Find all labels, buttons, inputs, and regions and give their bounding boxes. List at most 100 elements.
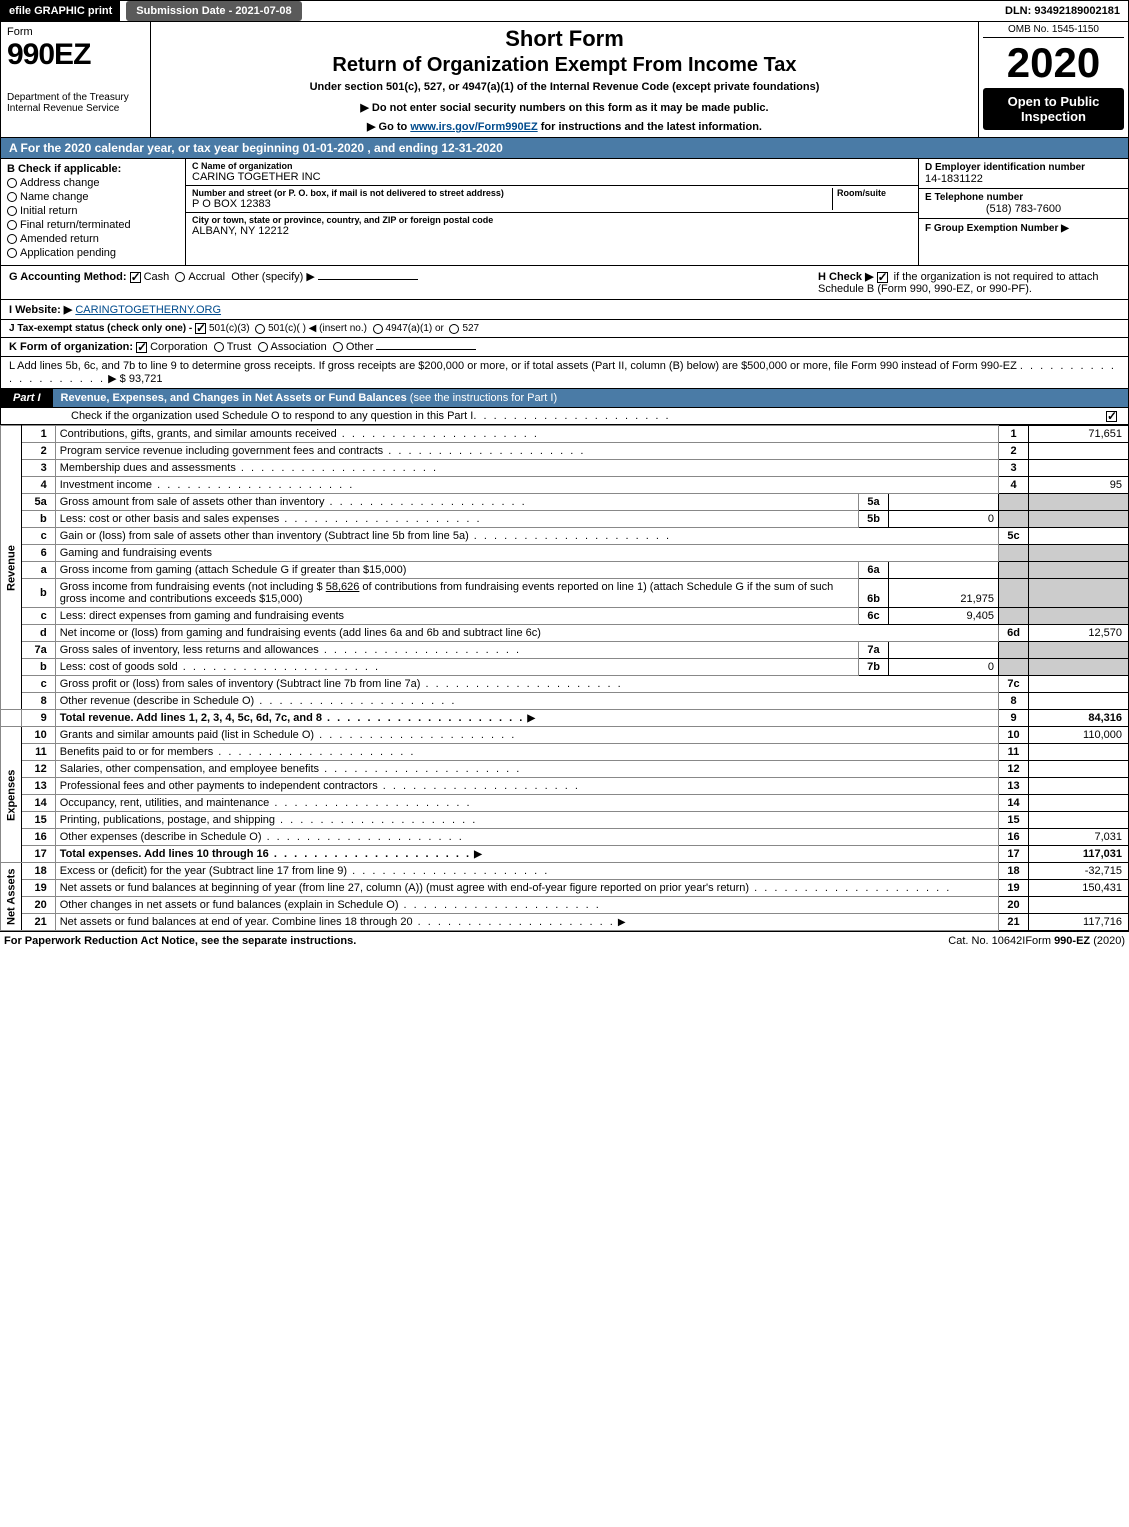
application-pending-radio[interactable] xyxy=(7,248,17,258)
accrual-radio[interactable] xyxy=(175,272,185,282)
corporation-checkbox[interactable] xyxy=(136,342,147,353)
line-num: 12 xyxy=(22,761,56,778)
line-desc: Net income or (loss) from gaming and fun… xyxy=(60,627,541,639)
part-1-sub: Check if the organization used Schedule … xyxy=(0,408,1129,425)
line-desc: Net assets or fund balances at end of ye… xyxy=(60,916,413,928)
line-desc: Occupancy, rent, utilities, and maintena… xyxy=(60,797,270,809)
table-row: 8 Other revenue (describe in Schedule O)… xyxy=(1,693,1129,710)
table-row: 2 Program service revenue including gove… xyxy=(1,443,1129,460)
arrow-icon: ▶ xyxy=(527,713,535,724)
address-change-radio[interactable] xyxy=(7,178,17,188)
accounting-method-label: G Accounting Method: xyxy=(9,271,127,283)
line-desc: Total revenue. Add lines 1, 2, 3, 4, 5c,… xyxy=(60,712,322,724)
irs-link[interactable]: www.irs.gov/Form990EZ xyxy=(410,121,537,133)
part-1-sub-text: Check if the organization used Schedule … xyxy=(71,410,473,422)
table-row: 19 Net assets or fund balances at beginn… xyxy=(1,880,1129,897)
part-1-title: Revenue, Expenses, and Changes in Net As… xyxy=(53,389,1128,407)
table-row: c Less: direct expenses from gaming and … xyxy=(1,608,1129,625)
line-desc: Less: cost or other basis and sales expe… xyxy=(60,513,280,525)
trust-label: Trust xyxy=(227,341,252,353)
shaded-cell xyxy=(999,608,1029,625)
line-desc: Benefits paid to or for members xyxy=(60,746,213,758)
efile-print-label[interactable]: efile GRAPHIC print xyxy=(1,1,120,21)
line-num: 3 xyxy=(22,460,56,477)
amended-return-radio[interactable] xyxy=(7,234,17,244)
line-num: 13 xyxy=(22,778,56,795)
empty-side xyxy=(1,710,22,727)
omb-number: OMB No. 1545-1150 xyxy=(983,24,1124,38)
entity-info-block: B Check if applicable: Address change Na… xyxy=(0,159,1129,266)
schedule-b-checkbox[interactable] xyxy=(877,272,888,283)
other-method-input[interactable] xyxy=(318,279,418,280)
note2-prefix: ▶ Go to xyxy=(367,121,410,133)
footer-form-bold: 990-EZ xyxy=(1054,935,1090,947)
501c3-checkbox[interactable] xyxy=(195,323,206,334)
line-desc: Professional fees and other payments to … xyxy=(60,780,378,792)
final-return-radio[interactable] xyxy=(7,220,17,230)
line-num: c xyxy=(22,676,56,693)
schedule-o-checkbox[interactable] xyxy=(1106,411,1117,422)
association-radio[interactable] xyxy=(258,342,268,352)
col-val: 95 xyxy=(1029,477,1129,494)
col-num: 9 xyxy=(999,710,1029,727)
table-row: 5a Gross amount from sale of assets othe… xyxy=(1,494,1129,511)
col-num: 13 xyxy=(999,778,1029,795)
box-num: 6b xyxy=(859,579,889,608)
527-label: 527 xyxy=(462,323,479,334)
opt-amended-return: Amended return xyxy=(20,233,99,245)
name-change-radio[interactable] xyxy=(7,192,17,202)
section-h-label: H Check ▶ xyxy=(818,271,874,283)
city-value: ALBANY, NY 12212 xyxy=(192,225,912,237)
col-num: 16 xyxy=(999,829,1029,846)
col-val xyxy=(1029,460,1129,477)
part-1-header: Part I Revenue, Expenses, and Changes in… xyxy=(0,389,1129,408)
box-num: 5b xyxy=(859,511,889,528)
table-row: 17 Total expenses. Add lines 10 through … xyxy=(1,846,1129,863)
line-desc: Other changes in net assets or fund bala… xyxy=(60,899,399,911)
shaded-cell xyxy=(999,579,1029,608)
501c-radio[interactable] xyxy=(255,324,265,334)
page-footer: For Paperwork Reduction Act Notice, see … xyxy=(0,931,1129,950)
header-right: OMB No. 1545-1150 2020 Open to Public In… xyxy=(978,22,1128,137)
sections-def: D Employer identification number 14-1831… xyxy=(918,159,1128,265)
other-org-input[interactable] xyxy=(376,349,476,350)
short-form-title: Short Form xyxy=(161,26,968,52)
header-left: Form 990EZ Department of the Treasury In… xyxy=(1,22,151,137)
part-1-title-bold: Revenue, Expenses, and Changes in Net As… xyxy=(61,392,407,404)
line-num: 7a xyxy=(22,642,56,659)
form-number: 990EZ xyxy=(7,38,144,72)
other-org-radio[interactable] xyxy=(333,342,343,352)
box-num: 6a xyxy=(859,562,889,579)
dln-label: DLN: 93492189002181 xyxy=(997,1,1128,21)
col-val xyxy=(1029,795,1129,812)
initial-return-radio[interactable] xyxy=(7,206,17,216)
col-num: 17 xyxy=(999,846,1029,863)
website-link[interactable]: CARINGTOGETHERNY.ORG xyxy=(75,304,221,316)
527-radio[interactable] xyxy=(449,324,459,334)
col-val: 7,031 xyxy=(1029,829,1129,846)
col-num: 5c xyxy=(999,528,1029,545)
line-num: 9 xyxy=(22,710,56,727)
col-val: 110,000 xyxy=(1029,727,1129,744)
org-name-label: C Name of organization xyxy=(192,161,912,171)
opt-name-change: Name change xyxy=(20,191,89,203)
box-num: 7b xyxy=(859,659,889,676)
col-val xyxy=(1029,761,1129,778)
line-num: c xyxy=(22,528,56,545)
line-num: a xyxy=(22,562,56,579)
dept-treasury: Department of the Treasury xyxy=(7,92,144,103)
table-row: Expenses 10 Grants and similar amounts p… xyxy=(1,727,1129,744)
line-desc: Investment income xyxy=(60,479,152,491)
cash-checkbox[interactable] xyxy=(130,272,141,283)
col-num: 10 xyxy=(999,727,1029,744)
trust-radio[interactable] xyxy=(214,342,224,352)
line-num: 19 xyxy=(22,880,56,897)
section-l: L Add lines 5b, 6c, and 7b to line 9 to … xyxy=(0,357,1129,389)
table-row: 14 Occupancy, rent, utilities, and maint… xyxy=(1,795,1129,812)
line-desc: Net assets or fund balances at beginning… xyxy=(60,882,749,894)
4947-radio[interactable] xyxy=(373,324,383,334)
table-row: a Gross income from gaming (attach Sched… xyxy=(1,562,1129,579)
street-label: Number and street (or P. O. box, if mail… xyxy=(192,188,832,198)
table-row: 13 Professional fees and other payments … xyxy=(1,778,1129,795)
street-value: P O BOX 12383 xyxy=(192,198,832,210)
